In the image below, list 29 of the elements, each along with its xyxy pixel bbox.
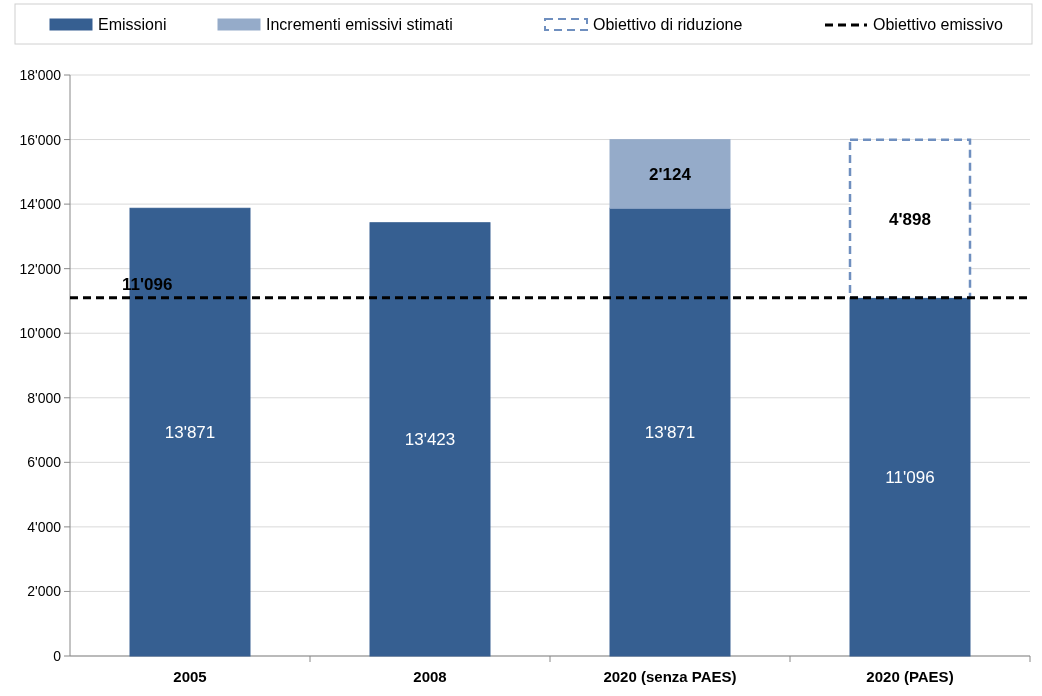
data-label: 4'898 — [889, 209, 931, 229]
bar — [609, 139, 731, 209]
bar — [609, 207, 731, 657]
y-tick-label: 6'000 — [27, 454, 62, 471]
legend-label: Obiettivo di riduzione — [593, 16, 743, 33]
legend-label: Emissioni — [98, 16, 167, 33]
bar — [849, 297, 971, 657]
y-tick-label: 0 — [53, 648, 62, 664]
data-label: 13'871 — [644, 423, 696, 443]
bar — [848, 138, 972, 300]
y-tick-label: 12'000 — [19, 260, 62, 277]
data-label: 13'871 — [164, 423, 216, 443]
x-tick-label: 2008 — [413, 668, 447, 685]
data-label: 2'124 — [649, 165, 692, 184]
y-tick-label: 8'000 — [27, 389, 62, 406]
x-tick-label: 2020 (PAES) — [866, 668, 954, 685]
legend-label: Obiettivo emissivo — [873, 16, 1003, 33]
bar — [369, 222, 491, 657]
x-tick-label: 2020 (senza PAES) — [603, 668, 737, 685]
y-tick-label: 14'000 — [19, 196, 62, 213]
x-tick-label: 2005 — [173, 668, 207, 685]
data-label: 13'423 — [404, 430, 456, 450]
y-tick-label: 10'000 — [19, 325, 62, 342]
y-tick-label: 2'000 — [27, 583, 62, 600]
legend-label: Incrementi emissivi stimati — [266, 16, 453, 33]
y-tick-label: 16'000 — [19, 131, 62, 148]
y-tick-label: 4'000 — [27, 518, 62, 535]
y-tick-label: 18'000 — [19, 67, 62, 83]
data-label: 11'096 — [885, 467, 935, 487]
